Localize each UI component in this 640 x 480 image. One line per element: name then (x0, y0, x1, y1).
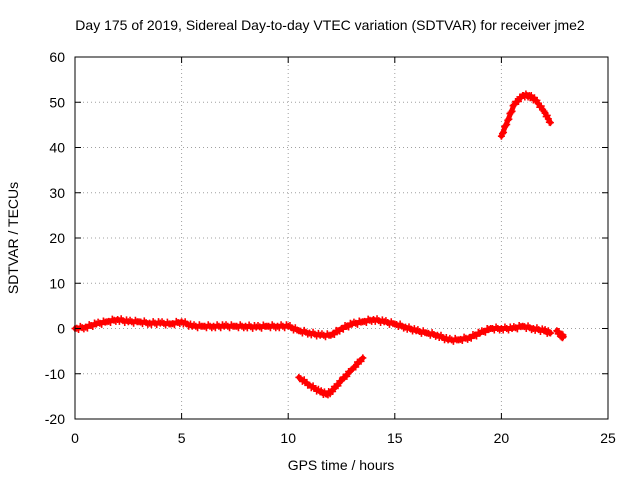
y-tick-label: 0 (57, 321, 65, 337)
data-point (503, 120, 511, 128)
data-point (481, 328, 489, 336)
data-point (509, 102, 517, 110)
data-point (546, 329, 554, 337)
y-tick-label: -20 (45, 411, 65, 427)
data-point (514, 97, 522, 105)
chart-title: Day 175 of 2019, Sidereal Day-to-day VTE… (75, 17, 585, 33)
data-point (537, 102, 545, 110)
y-tick-label: 40 (49, 140, 65, 156)
data-point (330, 331, 338, 339)
y-tick-label: 20 (49, 230, 65, 246)
data-point (502, 122, 510, 130)
data-point (343, 372, 351, 380)
data-point (546, 119, 554, 127)
data-point (339, 325, 347, 333)
data-point (559, 333, 567, 341)
plot-frame (74, 56, 609, 420)
y-tick-label: 10 (49, 275, 65, 291)
data-point (505, 115, 513, 123)
data-point (329, 387, 337, 395)
x-tick-label: 0 (71, 430, 79, 446)
grid-lines (75, 57, 608, 419)
y-tick-label: 50 (49, 94, 65, 110)
data-points (71, 90, 567, 399)
data-point (352, 363, 360, 371)
data-point (334, 382, 342, 390)
data-point (83, 324, 91, 332)
data-point (504, 116, 512, 124)
x-tick-label: 25 (600, 430, 616, 446)
y-tick-label: 30 (49, 185, 65, 201)
x-tick-label: 5 (178, 430, 186, 446)
x-tick-label: 20 (494, 430, 510, 446)
y-axis: -20 -10 0 10 20 30 40 50 60 (45, 49, 608, 427)
data-point (533, 96, 541, 104)
data-point (508, 107, 516, 115)
data-point (89, 323, 97, 331)
data-point (543, 111, 551, 119)
data-point (500, 128, 508, 136)
data-point (473, 332, 481, 340)
data-point (544, 115, 552, 123)
y-tick-label: 60 (49, 49, 65, 65)
x-axis: 0 5 10 15 20 25 (71, 57, 616, 446)
x-axis-label: GPS time / hours (288, 457, 395, 473)
x-tick-label: 10 (280, 430, 296, 446)
data-point (498, 130, 506, 138)
y-tick-label: -10 (45, 366, 65, 382)
data-point (467, 334, 475, 342)
y-axis-label: SDTVAR / TECUs (5, 182, 21, 294)
x-tick-label: 15 (387, 430, 403, 446)
data-point (507, 108, 515, 116)
data-point (345, 323, 353, 331)
data-point (359, 354, 367, 362)
